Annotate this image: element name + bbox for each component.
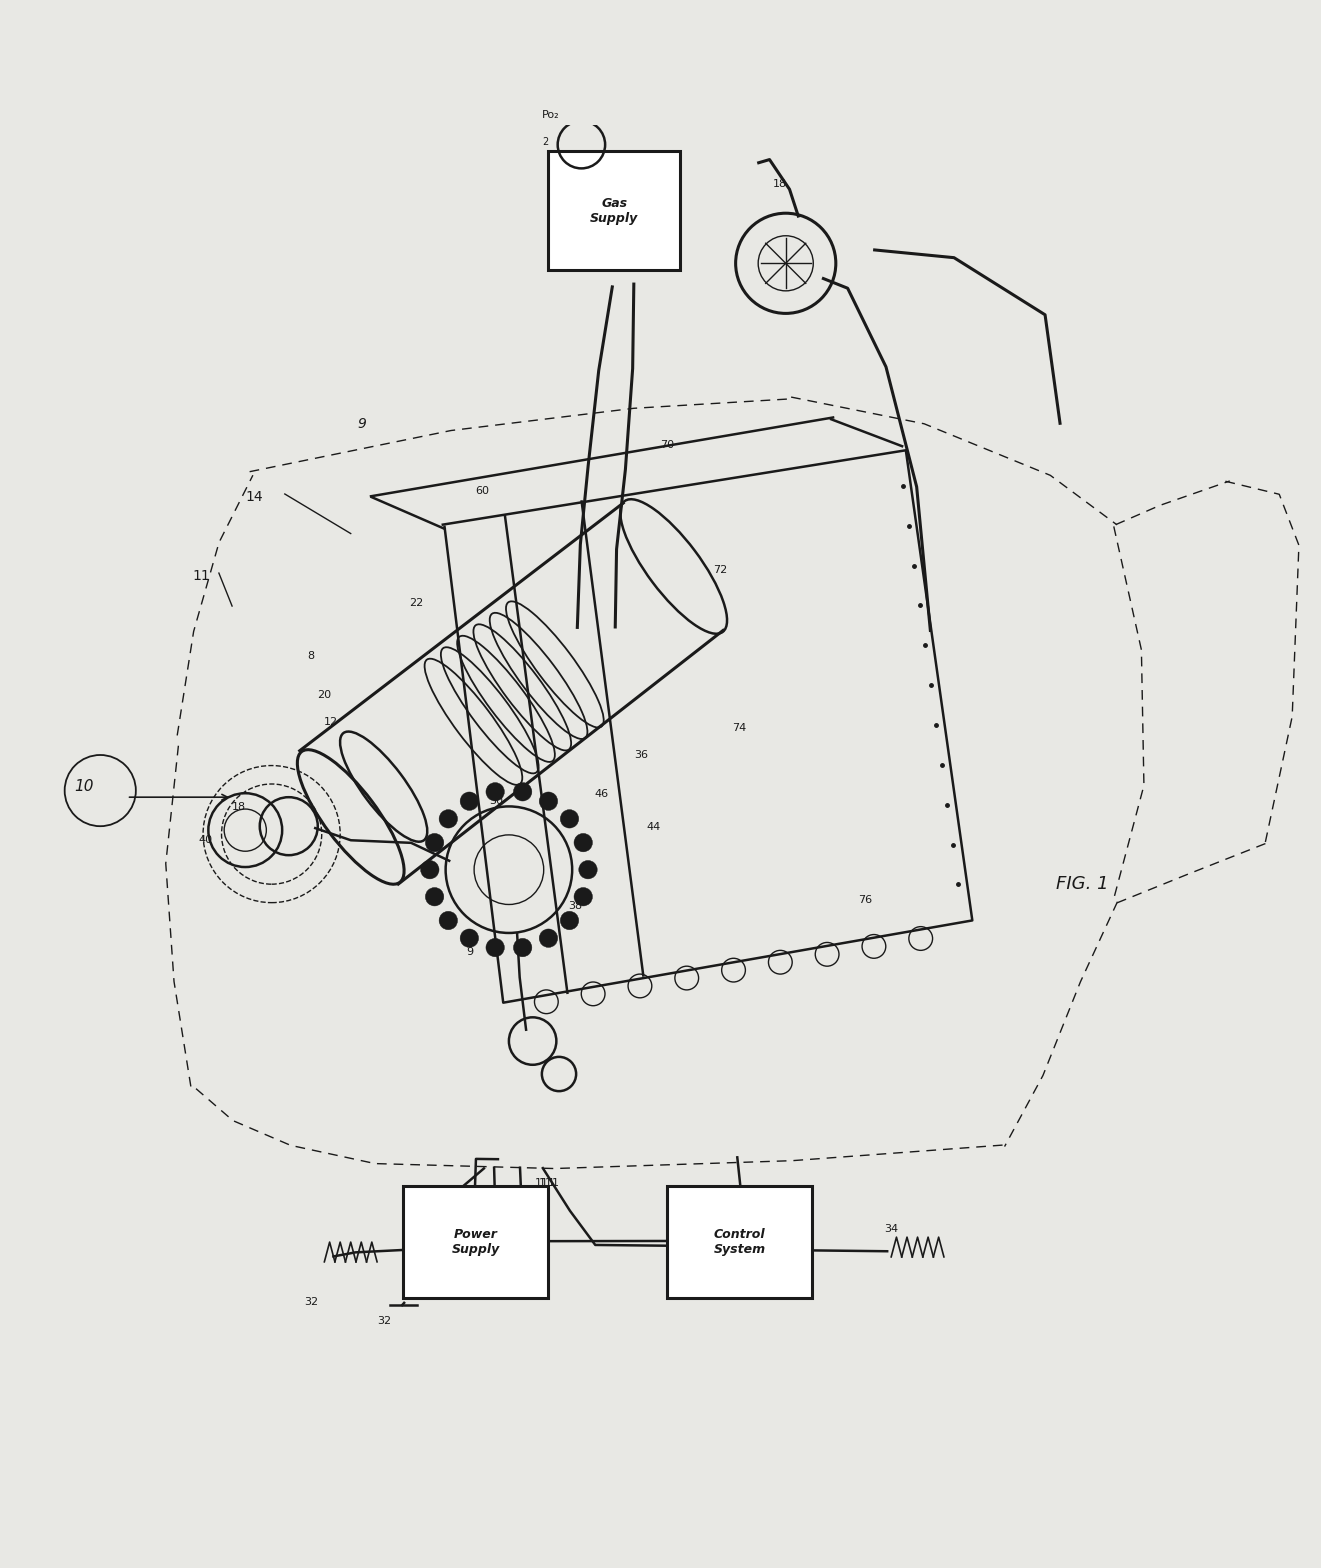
- Text: 10: 10: [74, 779, 94, 793]
- Text: 34: 34: [885, 1225, 898, 1234]
- Circle shape: [514, 938, 532, 956]
- Circle shape: [420, 861, 439, 880]
- Text: 14: 14: [246, 489, 263, 503]
- Circle shape: [575, 834, 592, 851]
- Text: 74: 74: [732, 723, 746, 734]
- Text: 111: 111: [539, 1178, 560, 1189]
- Text: 40: 40: [198, 836, 213, 845]
- Text: Gas
Supply: Gas Supply: [590, 196, 638, 224]
- FancyBboxPatch shape: [667, 1185, 812, 1298]
- Text: 18: 18: [773, 179, 787, 188]
- Text: 32: 32: [305, 1297, 318, 1306]
- Text: 46: 46: [594, 789, 608, 800]
- Circle shape: [579, 861, 597, 880]
- Text: 32: 32: [376, 1317, 391, 1327]
- Text: 30: 30: [489, 797, 503, 806]
- Text: 36: 36: [634, 750, 647, 759]
- Text: 72: 72: [713, 564, 727, 575]
- Circle shape: [539, 928, 557, 947]
- Text: Power
Supply: Power Supply: [452, 1228, 501, 1256]
- Text: 2: 2: [542, 136, 548, 147]
- Text: FIG. 1: FIG. 1: [1055, 875, 1108, 894]
- Text: 38: 38: [568, 902, 581, 911]
- Text: 9: 9: [357, 417, 366, 431]
- Circle shape: [439, 809, 457, 828]
- Circle shape: [460, 928, 478, 947]
- Circle shape: [539, 792, 557, 811]
- Circle shape: [560, 809, 579, 828]
- Text: 60: 60: [476, 486, 490, 495]
- FancyBboxPatch shape: [548, 151, 680, 270]
- Text: 76: 76: [857, 895, 872, 905]
- Text: 22: 22: [410, 597, 424, 608]
- Circle shape: [560, 911, 579, 930]
- Text: 11: 11: [193, 569, 210, 583]
- Text: 8: 8: [308, 651, 314, 660]
- Text: 111: 111: [535, 1178, 556, 1189]
- Text: 12: 12: [324, 717, 338, 726]
- Text: Control
System: Control System: [713, 1228, 766, 1256]
- Circle shape: [425, 834, 444, 851]
- Text: 9: 9: [466, 947, 473, 958]
- Circle shape: [460, 792, 478, 811]
- Circle shape: [575, 887, 592, 906]
- Text: 18: 18: [232, 803, 246, 812]
- Circle shape: [439, 911, 457, 930]
- Circle shape: [425, 887, 444, 906]
- Text: 70: 70: [660, 441, 674, 450]
- Circle shape: [486, 938, 505, 956]
- Text: 44: 44: [647, 822, 660, 833]
- FancyBboxPatch shape: [403, 1185, 548, 1298]
- Circle shape: [514, 782, 532, 801]
- Circle shape: [486, 782, 505, 801]
- Text: 20: 20: [317, 690, 332, 701]
- Text: Po₂: Po₂: [542, 110, 560, 121]
